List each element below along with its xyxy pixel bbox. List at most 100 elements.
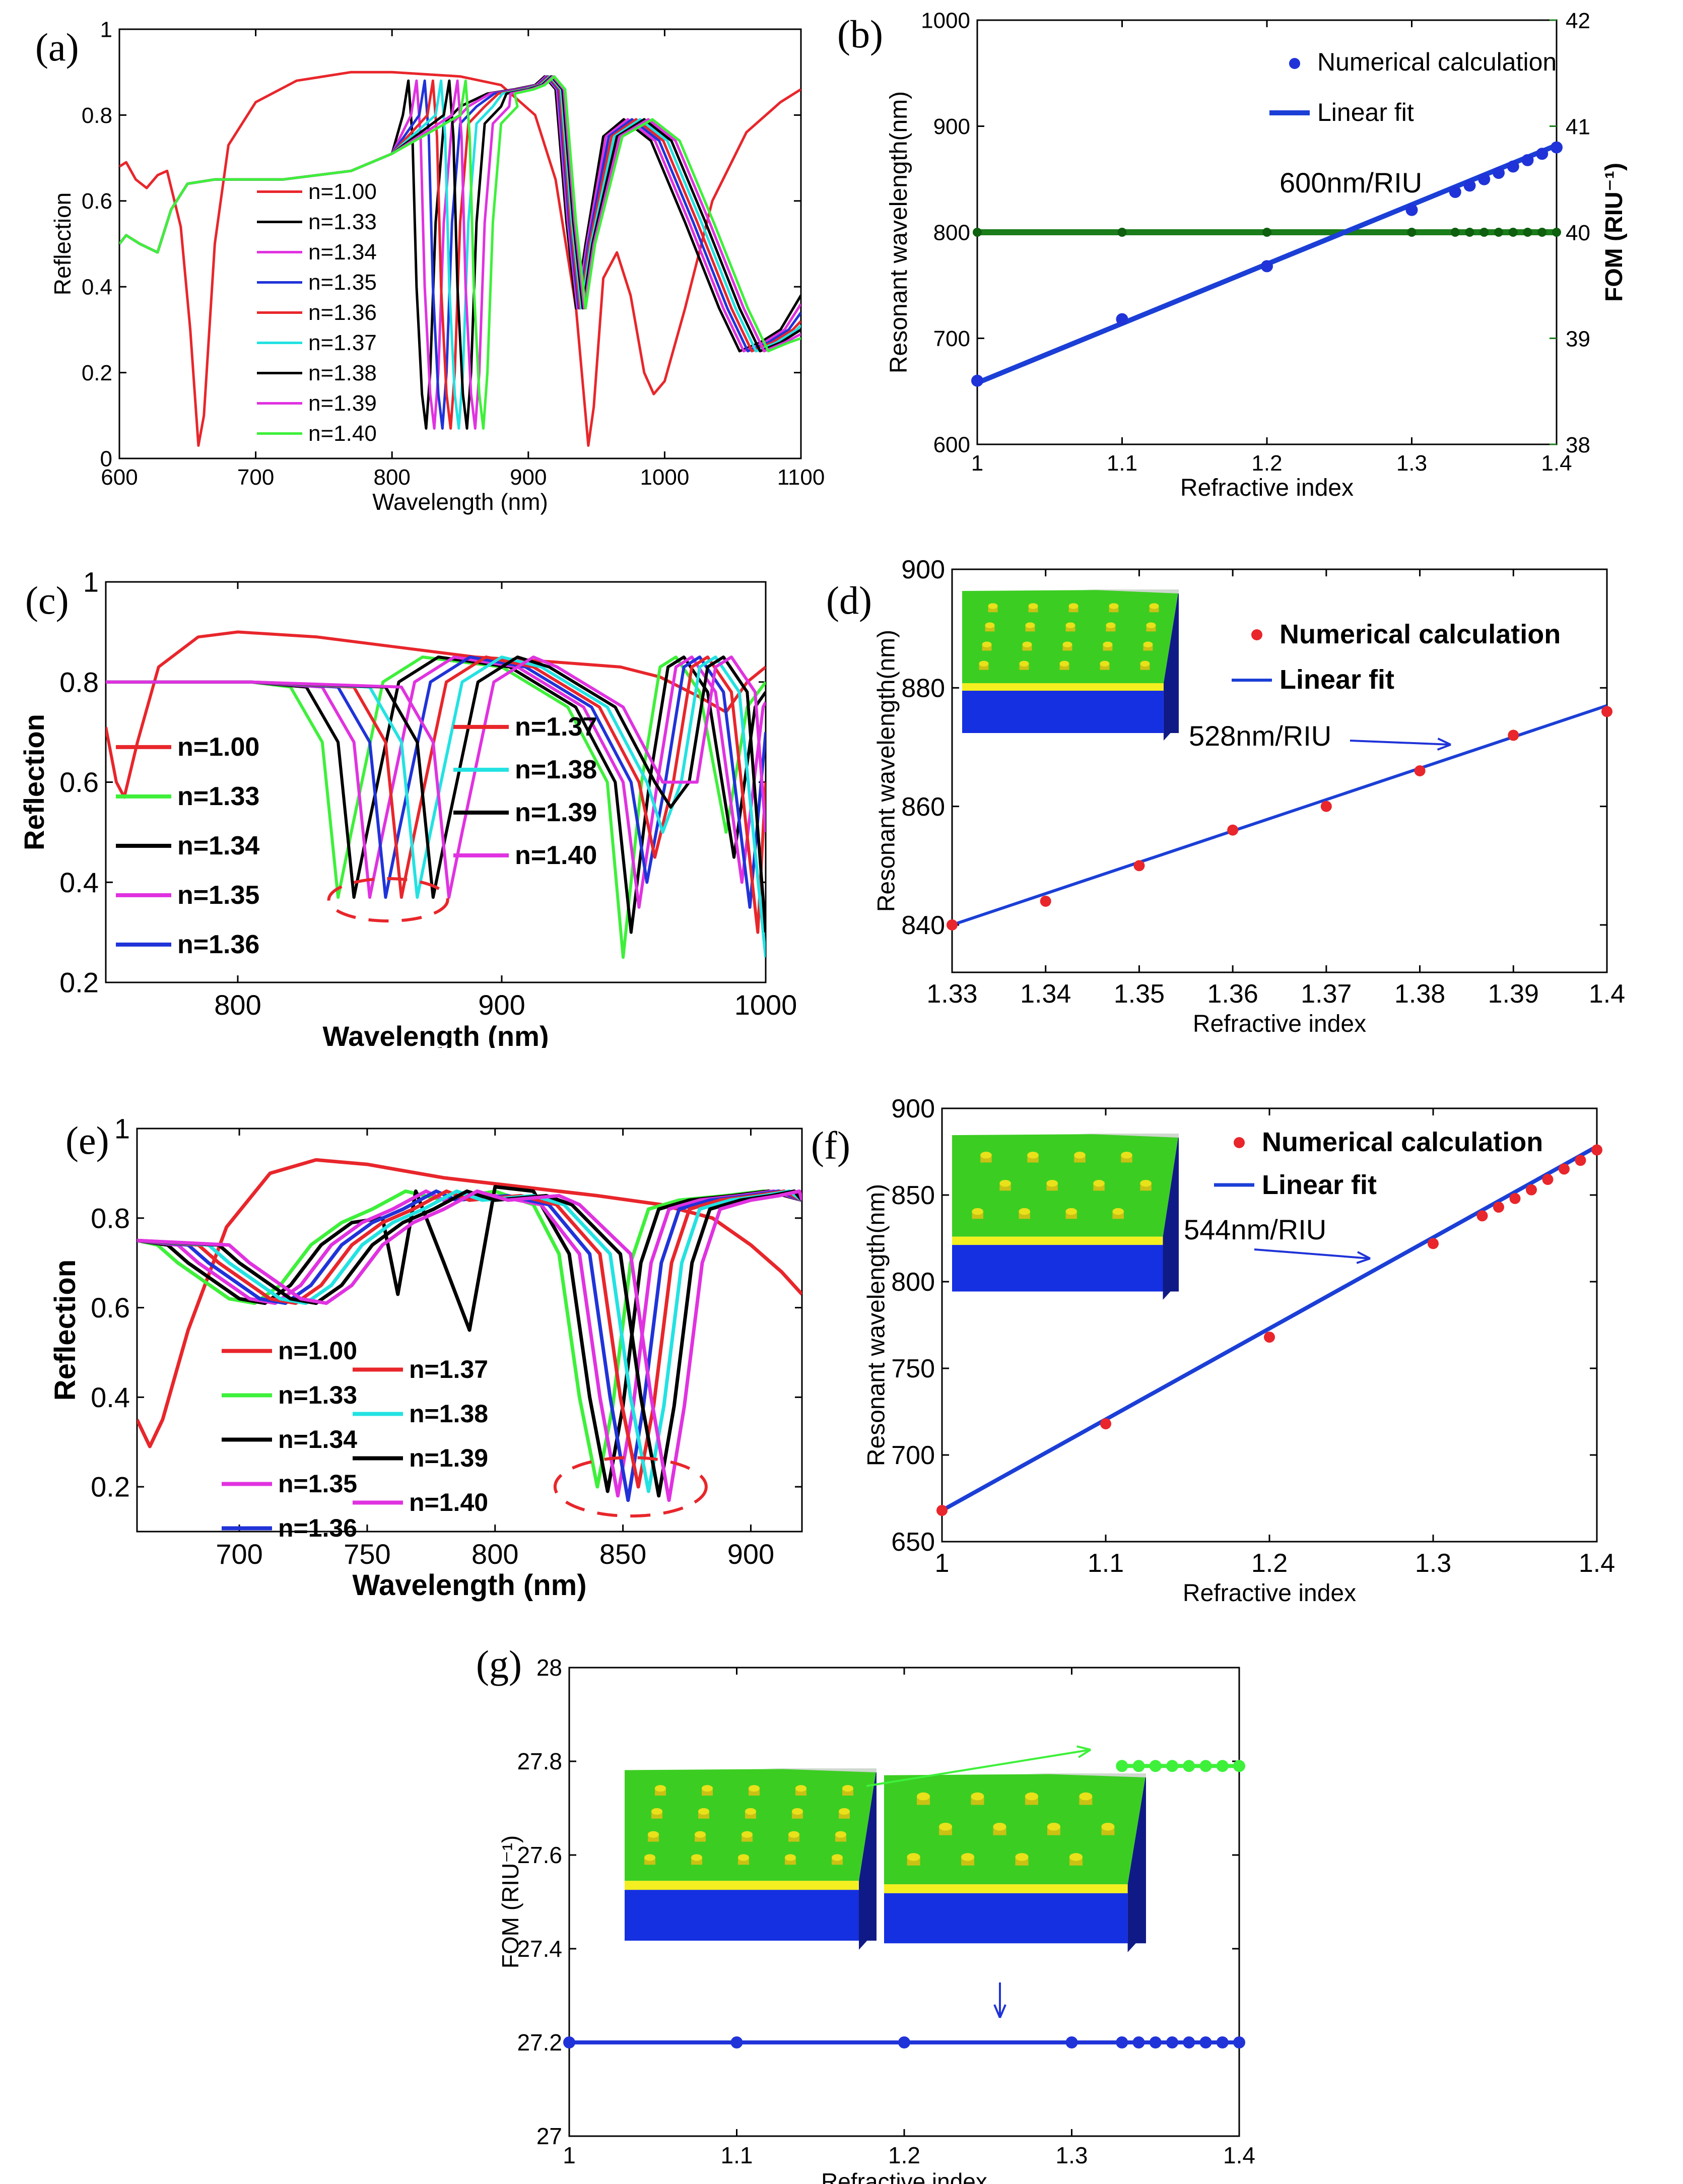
y-axis-label: Reflection <box>49 1260 82 1401</box>
nanodisk <box>982 641 992 647</box>
nanodisk <box>1046 1179 1058 1187</box>
y-tick-label: 750 <box>891 1354 935 1383</box>
data-point <box>1449 186 1461 198</box>
x-tick-label: 1.33 <box>926 979 977 1009</box>
y-tick-label: 850 <box>891 1181 935 1210</box>
nanodisk <box>1047 1822 1060 1831</box>
nanodisk <box>1101 1822 1115 1831</box>
pointer-arrow-green-head <box>1076 1745 1092 1758</box>
x-tick-label: 1.1 <box>721 2142 753 2168</box>
y-tick-label: 0.4 <box>59 867 99 898</box>
data-point <box>1575 1155 1586 1166</box>
nanodisk <box>907 1853 920 1861</box>
fom-point <box>1523 228 1532 237</box>
x-tick-label: 1.39 <box>1488 979 1539 1009</box>
x-axis-label: Refractive index <box>1183 1580 1356 1607</box>
y2-tick-label: 38 <box>1566 433 1590 457</box>
nanodisk <box>839 1808 850 1815</box>
fom-point <box>1117 228 1127 237</box>
x-tick-label: 600 <box>101 465 138 490</box>
nanodisk <box>1140 1179 1152 1187</box>
nanodisk <box>1093 1179 1105 1187</box>
data-point <box>1320 801 1332 812</box>
panel-g: (g) 1 1.1 1.2 1.3 1.4 27 27.2 27.4 27.6 27.8 28 Refr… <box>476 1642 1255 2184</box>
data-point <box>1149 1760 1162 1772</box>
legend-label: Linear fit <box>1280 665 1394 695</box>
nanodisk <box>651 1808 662 1815</box>
data-point <box>730 2036 743 2048</box>
nanodisk <box>644 1854 655 1861</box>
x-tick-label: 1.1 <box>1107 451 1137 476</box>
data-point <box>1493 167 1505 179</box>
panel-f: (f) 1 1.1 1.2 1.3 1.4 650 700 750 800 850 900 Refrac… <box>811 1094 1615 1607</box>
y-tick-label: 27 <box>536 2123 562 2149</box>
annotation-arrow <box>1254 1248 1371 1260</box>
sensitivity-annotation: 544nm/RIU <box>1184 1214 1326 1245</box>
y-tick-label: 0.4 <box>82 275 112 300</box>
y-tick-label: 0.6 <box>59 766 99 798</box>
fom-point <box>1450 228 1460 237</box>
nanodisk <box>1028 603 1038 609</box>
legend-label: n=1.00 <box>278 1337 357 1365</box>
data-point <box>1132 2036 1145 2048</box>
nanodisk <box>1065 1208 1077 1215</box>
series-line-n=1.40 <box>106 655 766 899</box>
data-point <box>1116 313 1128 325</box>
panel-label: (c) <box>25 578 69 622</box>
fom-point <box>1552 228 1561 237</box>
x-tick-label: 1.2 <box>1251 1549 1288 1578</box>
data-point <box>1559 1163 1570 1175</box>
x-tick-label: 1100 <box>777 465 825 490</box>
panel-label: (a) <box>35 25 79 69</box>
slab-substrate <box>952 1245 1163 1292</box>
y-tick-label: 1 <box>114 1113 130 1145</box>
y-tick-label: 27.6 <box>517 1842 562 1868</box>
series-group <box>137 1158 802 1502</box>
x-tick-label: 1000 <box>734 989 797 1021</box>
data-point <box>1040 895 1051 907</box>
y-tick-label: 900 <box>891 1094 935 1123</box>
x-axis-label: Refractive index <box>821 2168 987 2184</box>
y-tick-label: 650 <box>891 1528 935 1557</box>
data-point <box>1542 1174 1554 1185</box>
legend-label: n=1.38 <box>308 361 377 385</box>
nanodisk <box>1112 1208 1124 1215</box>
data-point <box>1116 2036 1128 2048</box>
nanodisk <box>1106 622 1116 628</box>
legend-label: n=1.34 <box>177 831 259 861</box>
y-tick-label: 700 <box>933 326 970 351</box>
y-tick-label: 0 <box>100 446 112 471</box>
legend-swatch <box>1289 58 1300 69</box>
fom-point <box>1465 228 1474 237</box>
legend-label: n=1.36 <box>278 1514 357 1542</box>
legend-label: n=1.35 <box>177 881 259 910</box>
linear-fit-line <box>941 1145 1598 1512</box>
y-tick-label: 0.2 <box>82 361 112 385</box>
x-tick-label: 700 <box>216 1538 262 1570</box>
x-axis-label: Wavelength (nm) <box>372 489 548 515</box>
panel-a: (a) 600 700 800 900 1000 1100 0 0.2 0.4 0.6 0.8 1 Wav… <box>35 17 825 515</box>
fom-point <box>1262 228 1271 237</box>
nanodisk <box>1146 622 1156 628</box>
y-tick-label: 600 <box>933 432 970 457</box>
nanodisk <box>695 1831 706 1838</box>
nanodisk <box>788 1831 799 1838</box>
sensitivity-annotation: 600nm/RIU <box>1280 167 1422 198</box>
data-point <box>1493 1202 1504 1213</box>
nanodisk <box>749 1785 760 1792</box>
y-tick-label: 900 <box>933 114 970 139</box>
slab-top-face <box>625 1768 877 1881</box>
legend-label: n=1.37 <box>409 1355 488 1383</box>
nanodisk <box>1068 603 1079 609</box>
x-tick-label: 1.38 <box>1394 979 1445 1009</box>
x-tick-label: 1.2 <box>888 2142 920 2168</box>
x-axis-label: Wavelength (nm) <box>322 1020 549 1048</box>
nanodisk <box>648 1831 659 1838</box>
data-point <box>1227 824 1239 836</box>
y2-axis-label: FOM (RIU⁻¹) <box>1601 163 1628 302</box>
y-tick-label: 28 <box>536 1654 562 1681</box>
y-tick-label: 1 <box>83 566 99 598</box>
x-tick-label: 900 <box>727 1538 774 1570</box>
y-tick-label: 0.2 <box>91 1471 130 1503</box>
x-tick-label: 850 <box>599 1538 646 1570</box>
